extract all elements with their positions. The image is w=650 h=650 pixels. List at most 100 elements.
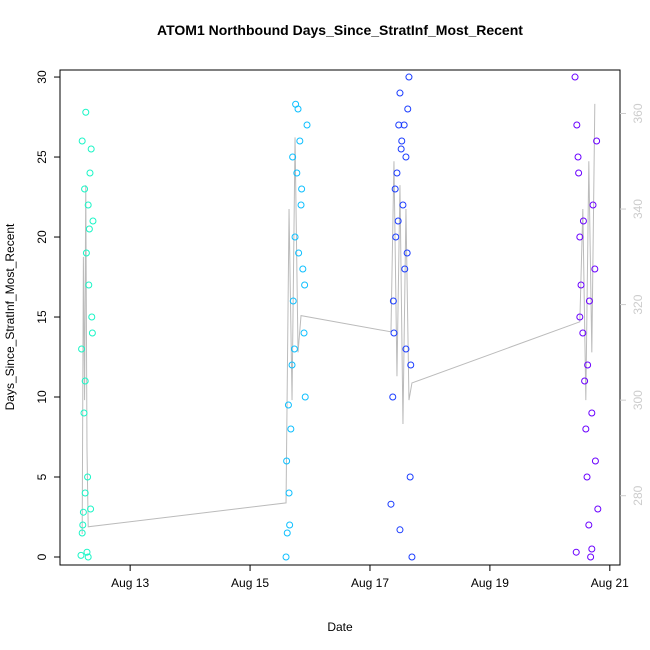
point xyxy=(585,521,593,529)
y2-tick-label: 360 xyxy=(631,103,645,123)
point xyxy=(405,73,413,81)
point xyxy=(571,73,579,81)
point xyxy=(290,345,298,353)
y2-tick-label: 320 xyxy=(631,294,645,314)
point xyxy=(594,505,602,513)
point xyxy=(79,521,87,529)
point xyxy=(81,377,89,385)
point xyxy=(396,526,404,534)
point xyxy=(403,249,411,257)
point xyxy=(78,137,86,145)
point xyxy=(387,500,395,508)
point xyxy=(286,521,294,529)
point xyxy=(81,489,89,497)
point xyxy=(295,249,303,257)
point xyxy=(389,297,397,305)
point xyxy=(576,313,584,321)
y-tick-label: 0 xyxy=(35,553,49,560)
point xyxy=(82,108,90,116)
point xyxy=(282,553,290,561)
x-axis-label: Date xyxy=(327,620,353,634)
point xyxy=(84,201,92,209)
y-tick-label: 20 xyxy=(35,230,49,244)
point xyxy=(289,153,297,161)
point xyxy=(87,145,95,153)
point xyxy=(88,313,96,321)
point xyxy=(572,548,580,556)
x-tick-label: Aug 17 xyxy=(351,576,389,590)
point xyxy=(301,393,309,401)
point xyxy=(389,393,397,401)
point xyxy=(86,169,94,177)
point xyxy=(589,201,597,209)
point xyxy=(284,401,292,409)
point xyxy=(283,529,291,537)
point xyxy=(396,89,404,97)
x-tick-label: Aug 19 xyxy=(471,576,509,590)
y-axis-label: Days_Since_StratInf_Most_Recent xyxy=(3,223,17,410)
point xyxy=(87,505,95,513)
point xyxy=(88,329,96,337)
point xyxy=(296,137,304,145)
point xyxy=(591,457,599,465)
point xyxy=(300,329,308,337)
point xyxy=(576,233,584,241)
point xyxy=(81,185,89,193)
point xyxy=(391,185,399,193)
point xyxy=(287,425,295,433)
y-tick-label: 25 xyxy=(35,150,49,164)
point xyxy=(85,225,93,233)
point xyxy=(401,265,409,273)
point xyxy=(583,473,591,481)
point xyxy=(392,233,400,241)
point xyxy=(393,169,401,177)
point xyxy=(292,100,300,108)
point xyxy=(575,169,583,177)
point xyxy=(298,185,306,193)
point xyxy=(408,553,416,561)
point xyxy=(285,489,293,497)
point xyxy=(89,217,97,225)
point xyxy=(301,281,309,289)
point xyxy=(397,145,405,153)
chart-title: ATOM1 Northbound Days_Since_StratInf_Mos… xyxy=(157,22,523,38)
point xyxy=(289,297,297,305)
point xyxy=(591,265,599,273)
point xyxy=(84,473,92,481)
point xyxy=(588,545,596,553)
point xyxy=(400,121,408,129)
y2-tick-label: 300 xyxy=(631,390,645,410)
y-tick-label: 30 xyxy=(35,70,49,84)
point xyxy=(78,529,86,537)
point xyxy=(283,457,291,465)
point xyxy=(80,409,88,417)
point xyxy=(579,329,587,337)
point xyxy=(83,548,91,556)
point xyxy=(299,265,307,273)
x-tick-label: Aug 13 xyxy=(111,576,149,590)
point xyxy=(297,201,305,209)
point xyxy=(84,553,92,561)
point xyxy=(406,473,414,481)
point xyxy=(399,201,407,209)
point xyxy=(582,425,590,433)
point xyxy=(584,361,592,369)
point xyxy=(573,121,581,129)
point xyxy=(288,361,296,369)
point xyxy=(404,105,412,113)
y2-tick-label: 280 xyxy=(631,485,645,505)
y2-tick-label: 340 xyxy=(631,199,645,219)
point xyxy=(593,137,601,145)
point xyxy=(394,217,402,225)
point xyxy=(79,508,87,516)
point xyxy=(402,153,410,161)
x-tick-label: Aug 21 xyxy=(591,576,629,590)
trend-line xyxy=(81,103,596,534)
point xyxy=(407,361,415,369)
point xyxy=(82,249,90,257)
point xyxy=(291,233,299,241)
point xyxy=(390,329,398,337)
point xyxy=(577,281,585,289)
